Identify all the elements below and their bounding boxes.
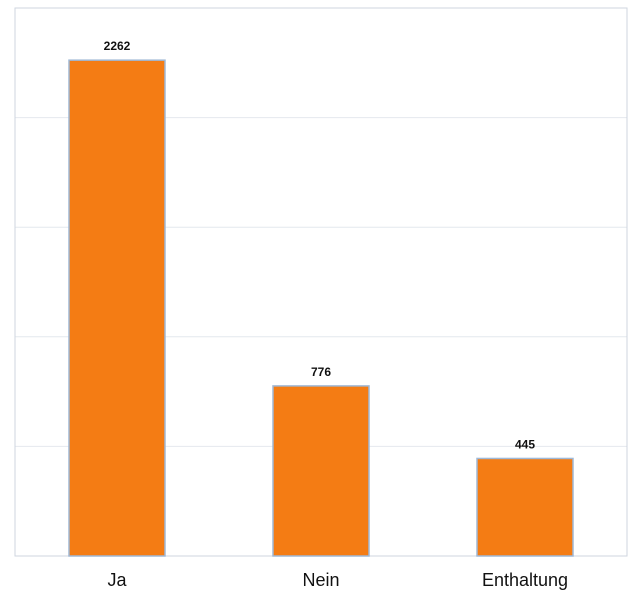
bar-enthaltung [476, 457, 574, 557]
bar-nein [272, 385, 370, 557]
category-label-enthaltung: Enthaltung [482, 570, 568, 590]
bar-ja [68, 59, 166, 557]
bars [68, 59, 574, 557]
value-label-enthaltung: 445 [515, 437, 535, 451]
category-labels: Ja Nein Enthaltung [107, 570, 568, 590]
value-labels: 2262 776 445 [104, 39, 536, 451]
value-label-ja: 2262 [104, 39, 131, 53]
value-label-nein: 776 [311, 365, 331, 379]
category-label-nein: Nein [302, 570, 339, 590]
category-label-ja: Ja [107, 570, 127, 590]
